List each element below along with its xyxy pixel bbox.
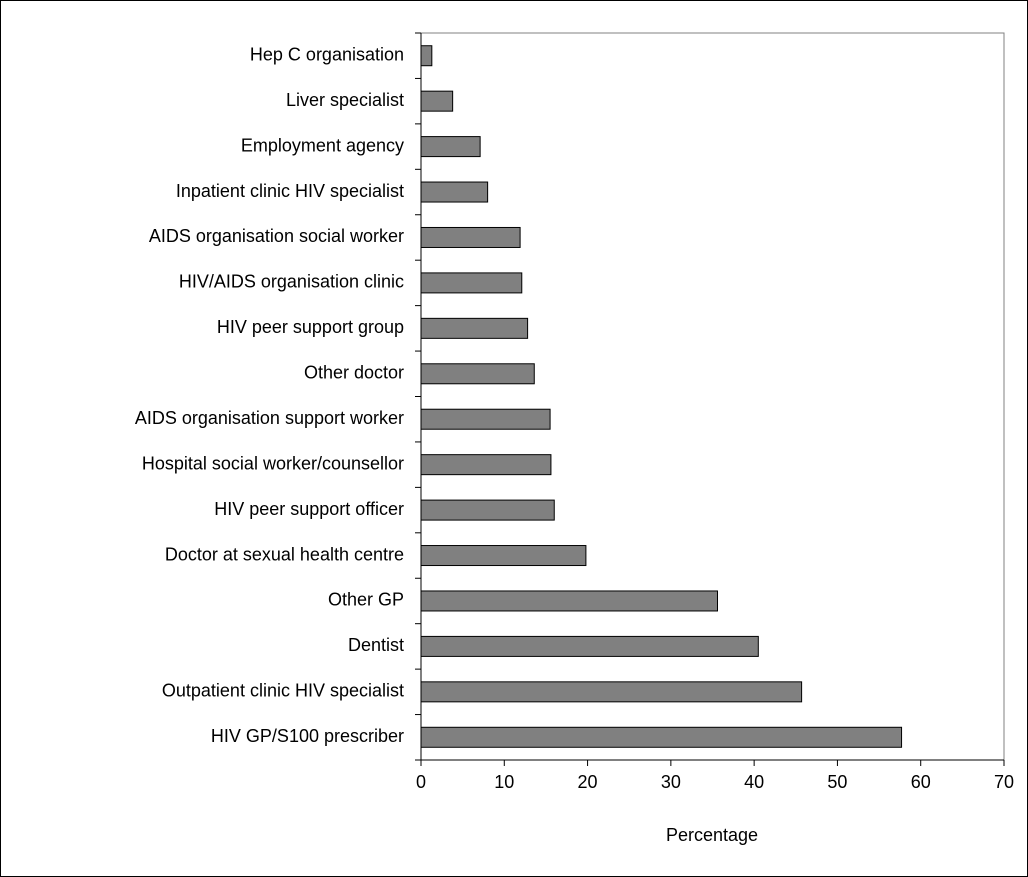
y-tick-label: Doctor at sexual health centre (165, 544, 404, 564)
y-tick-label: HIV peer support group (217, 317, 404, 337)
x-tick-label: 70 (994, 772, 1014, 792)
bar (420, 499, 555, 521)
y-tick-label: AIDS organisation support worker (135, 408, 404, 428)
y-tick-label: Liver specialist (286, 90, 404, 110)
bar (420, 408, 551, 430)
x-tick-label: 20 (578, 772, 598, 792)
bar (420, 272, 523, 294)
bar (420, 726, 903, 748)
bar (420, 635, 759, 657)
bar (420, 545, 587, 567)
bar (420, 317, 529, 339)
y-tick-label: Other GP (328, 590, 404, 610)
bar (420, 590, 718, 612)
y-tick-label: Hep C organisation (250, 44, 404, 64)
x-axis-label: Percentage (666, 825, 758, 845)
bar (420, 226, 521, 248)
bar (420, 454, 552, 476)
x-tick-label: 60 (911, 772, 931, 792)
x-tick-label: 0 (416, 772, 426, 792)
y-tick-label: Other doctor (304, 363, 404, 383)
y-tick-label: HIV/AIDS organisation clinic (179, 272, 404, 292)
bar (420, 181, 489, 203)
bar (420, 136, 481, 158)
y-tick-label: HIV peer support officer (214, 499, 404, 519)
y-tick-label: Outpatient clinic HIV specialist (162, 681, 404, 701)
y-tick-label: AIDS organisation social worker (149, 226, 404, 246)
x-tick-label: 30 (661, 772, 681, 792)
bar (420, 45, 433, 67)
y-tick-label: Inpatient clinic HIV specialist (176, 181, 404, 201)
y-tick-label: HIV GP/S100 prescriber (211, 726, 404, 746)
y-tick-label: Employment agency (241, 135, 404, 155)
x-tick-label: 40 (744, 772, 764, 792)
y-tick-label: Dentist (348, 635, 404, 655)
y-tick-label: Hospital social worker/counsellor (142, 453, 404, 473)
bar (420, 90, 454, 112)
bar (420, 681, 803, 703)
x-tick-label: 10 (494, 772, 514, 792)
bar (420, 363, 535, 385)
x-tick-label: 50 (827, 772, 847, 792)
